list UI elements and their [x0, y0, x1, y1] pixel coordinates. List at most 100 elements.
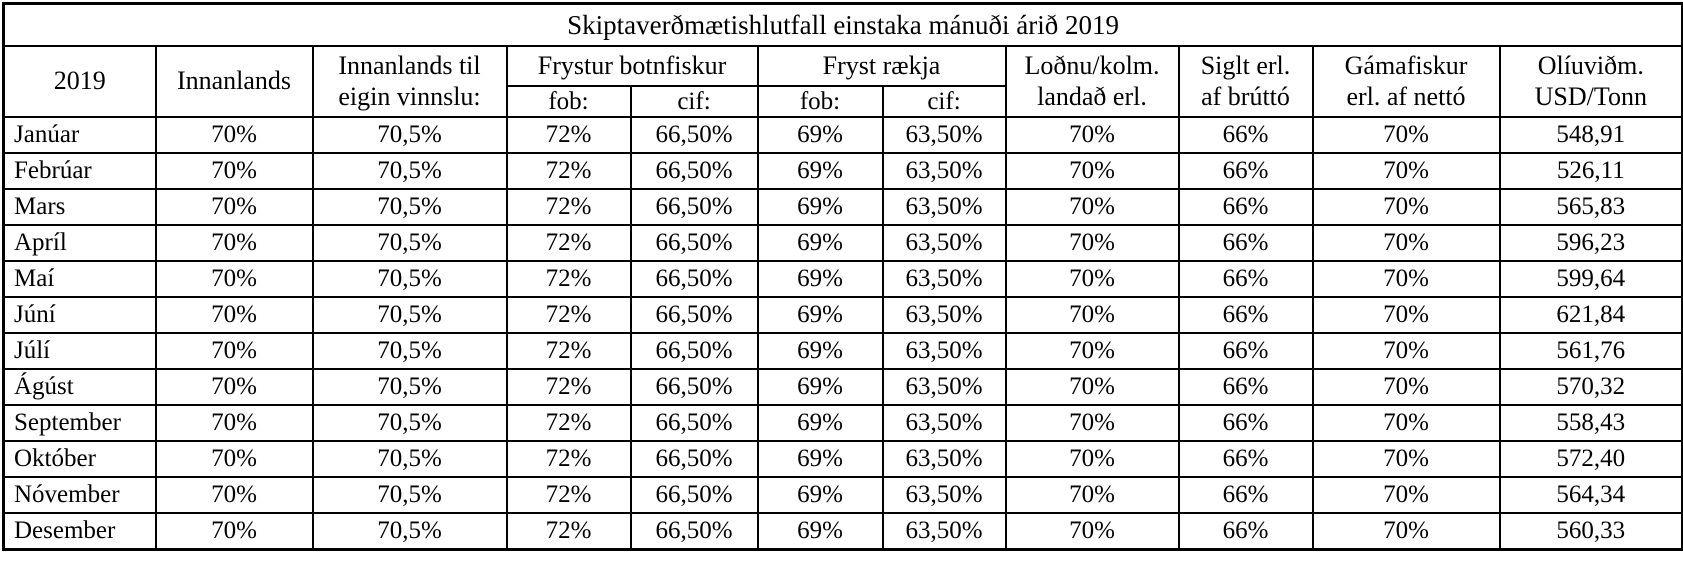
month-cell: Desember: [2, 512, 157, 550]
oil-price-cell: 548,91: [1498, 116, 1683, 154]
month-cell: Ágúst: [2, 368, 157, 406]
column-header-innanlands: Innanlands: [154, 45, 314, 118]
title-row: Skiptaverðmætishlutfall einstaka mánuði …: [2, 2, 1683, 47]
table-title: Skiptaverðmætishlutfall einstaka mánuði …: [2, 2, 1683, 47]
value-cell: 70%: [154, 368, 314, 406]
column-header-siglt-erl-af-brutto: Siglt erl. af brúttó: [1177, 45, 1314, 118]
value-cell: 66,50%: [629, 440, 759, 478]
exchange-value-ratio-table: Skiptaverðmætishlutfall einstaka mánuði …: [2, 2, 1683, 551]
oil-price-cell: 570,32: [1498, 368, 1683, 406]
value-cell: 70%: [1311, 368, 1501, 406]
value-cell: 66,50%: [629, 476, 759, 514]
value-cell: 70%: [154, 224, 314, 262]
value-cell: 70,5%: [311, 224, 508, 262]
table-row-mars: Mars 70% 70,5% 72% 66,50% 69% 63,50% 70%…: [2, 188, 1683, 226]
subheader-botnfiskur-cif: cif:: [629, 85, 759, 118]
value-cell: 72%: [505, 512, 632, 550]
value-cell: 70%: [1311, 260, 1501, 298]
value-cell: 63,50%: [881, 224, 1007, 262]
column-header-frystur-botnfiskur: Frystur botnfiskur: [505, 45, 759, 87]
value-cell: 70%: [1004, 152, 1180, 190]
value-cell: 72%: [505, 404, 632, 442]
value-cell: 70,5%: [311, 260, 508, 298]
value-cell: 70%: [154, 188, 314, 226]
value-cell: 66%: [1177, 260, 1314, 298]
table-row-juli: Júlí 70% 70,5% 72% 66,50% 69% 63,50% 70%…: [2, 332, 1683, 370]
value-cell: 70,5%: [311, 512, 508, 550]
column-header-innanlands-til-eigin-vinnslu: Innanlands til eigin vinnslu:: [311, 45, 508, 118]
value-cell: 70,5%: [311, 296, 508, 334]
value-cell: 69%: [756, 404, 884, 442]
value-cell: 66%: [1177, 116, 1314, 154]
value-cell: 70%: [1311, 332, 1501, 370]
table-row-oktober: Október 70% 70,5% 72% 66,50% 69% 63,50% …: [2, 440, 1683, 478]
value-cell: 70%: [154, 512, 314, 550]
value-cell: 66,50%: [629, 332, 759, 370]
value-cell: 70,5%: [311, 332, 508, 370]
column-header-oliuvidm-usd-tonn: Olíuviðm. USD/Tonn: [1498, 45, 1683, 118]
value-cell: 72%: [505, 368, 632, 406]
value-cell: 66%: [1177, 404, 1314, 442]
value-cell: 63,50%: [881, 512, 1007, 550]
header-row-2: fob: cif: fob: cif:: [4, 85, 1683, 118]
value-cell: 70%: [154, 152, 314, 190]
value-cell: 70%: [1311, 116, 1501, 154]
value-cell: 70%: [1311, 440, 1501, 478]
value-cell: 69%: [756, 188, 884, 226]
month-cell: Mars: [2, 188, 157, 226]
month-cell: Apríl: [2, 224, 157, 262]
value-cell: 70%: [154, 116, 314, 154]
value-cell: 69%: [756, 476, 884, 514]
table-row-februar: Febrúar 70% 70,5% 72% 66,50% 69% 63,50% …: [2, 152, 1683, 190]
value-cell: 69%: [756, 512, 884, 550]
column-header-year: 2019: [2, 45, 157, 118]
table-row-april: Apríl 70% 70,5% 72% 66,50% 69% 63,50% 70…: [2, 224, 1683, 262]
value-cell: 66,50%: [629, 188, 759, 226]
value-cell: 66,50%: [629, 152, 759, 190]
value-cell: 69%: [756, 332, 884, 370]
value-cell: 66,50%: [629, 404, 759, 442]
value-cell: 70%: [1004, 404, 1180, 442]
value-cell: 70,5%: [311, 476, 508, 514]
month-cell: Febrúar: [2, 152, 157, 190]
oil-price-cell: 565,83: [1498, 188, 1683, 226]
value-cell: 70%: [154, 260, 314, 298]
value-cell: 66%: [1177, 332, 1314, 370]
value-cell: 66,50%: [629, 512, 759, 550]
value-cell: 63,50%: [881, 296, 1007, 334]
value-cell: 66,50%: [629, 260, 759, 298]
value-cell: 66,50%: [629, 368, 759, 406]
value-cell: 70%: [1004, 224, 1180, 262]
value-cell: 63,50%: [881, 152, 1007, 190]
value-cell: 70%: [1311, 224, 1501, 262]
value-cell: 70%: [154, 440, 314, 478]
value-cell: 66%: [1177, 440, 1314, 478]
value-cell: 70%: [1311, 476, 1501, 514]
value-cell: 63,50%: [881, 332, 1007, 370]
value-cell: 69%: [756, 296, 884, 334]
month-cell: Júlí: [2, 332, 157, 370]
oil-price-cell: 621,84: [1498, 296, 1683, 334]
column-header-gamafiskur-erl-af-netto: Gámafiskur erl. af nettó: [1311, 45, 1501, 118]
value-cell: 66%: [1177, 188, 1314, 226]
value-cell: 70%: [1311, 152, 1501, 190]
month-cell: Maí: [2, 260, 157, 298]
value-cell: 63,50%: [881, 368, 1007, 406]
table-row-januar: Janúar 70% 70,5% 72% 66,50% 69% 63,50% 7…: [2, 116, 1683, 154]
oil-price-cell: 572,40: [1498, 440, 1683, 478]
value-cell: 70%: [1004, 260, 1180, 298]
subheader-raekja-fob: fob:: [756, 85, 884, 118]
table-row-juni: Júní 70% 70,5% 72% 66,50% 69% 63,50% 70%…: [2, 296, 1683, 334]
value-cell: 72%: [505, 476, 632, 514]
value-cell: 70%: [1004, 368, 1180, 406]
value-cell: 70,5%: [311, 404, 508, 442]
value-cell: 70%: [1311, 188, 1501, 226]
value-cell: 69%: [756, 152, 884, 190]
value-cell: 63,50%: [881, 188, 1007, 226]
value-cell: 63,50%: [881, 440, 1007, 478]
value-cell: 70,5%: [311, 188, 508, 226]
value-cell: 66,50%: [629, 296, 759, 334]
value-cell: 63,50%: [881, 116, 1007, 154]
value-cell: 70%: [154, 296, 314, 334]
